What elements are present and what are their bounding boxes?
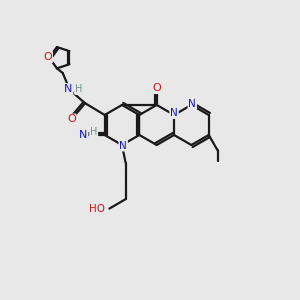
Text: H: H <box>90 127 97 137</box>
Text: O: O <box>152 83 161 93</box>
Text: N: N <box>188 99 196 109</box>
Text: N: N <box>79 130 88 140</box>
Text: H: H <box>75 84 82 94</box>
Text: N: N <box>64 84 73 94</box>
Text: HO: HO <box>89 204 105 214</box>
Text: N: N <box>119 141 127 151</box>
Text: N: N <box>170 108 178 118</box>
Text: O: O <box>43 52 52 62</box>
Text: O: O <box>67 114 76 124</box>
